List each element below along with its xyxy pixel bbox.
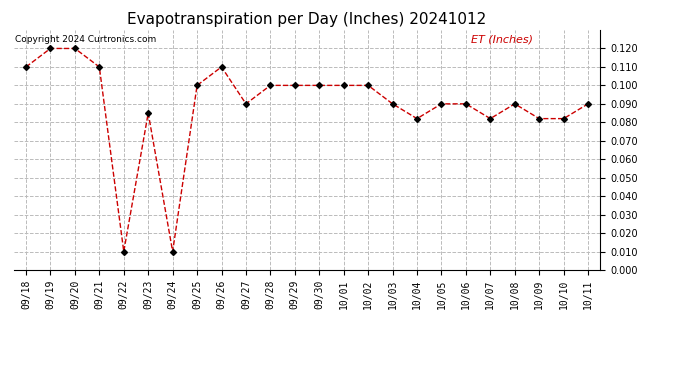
Text: ET (Inches): ET (Inches) — [471, 35, 533, 45]
Title: Evapotranspiration per Day (Inches) 20241012: Evapotranspiration per Day (Inches) 2024… — [128, 12, 486, 27]
Text: Copyright 2024 Curtronics.com: Copyright 2024 Curtronics.com — [15, 35, 156, 44]
